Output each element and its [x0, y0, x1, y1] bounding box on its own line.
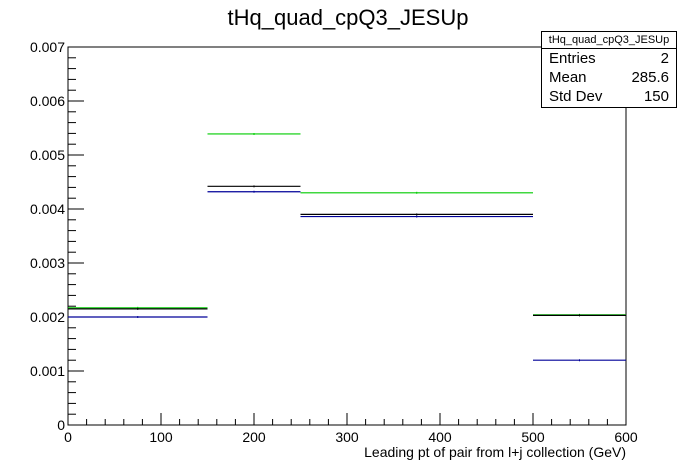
x-axis: 0 100 200 300 400 500 600 — [64, 413, 638, 445]
y-tick-label: 0.003 — [30, 255, 65, 271]
x-tick-label: 100 — [149, 429, 173, 445]
x-tick-label: 600 — [614, 429, 638, 445]
y-tick-label: 0.001 — [30, 363, 65, 379]
x-tick-label: 300 — [335, 429, 359, 445]
stats-label: Std Dev — [549, 88, 603, 105]
x-axis-label: Leading pt of pair from l+j collection (… — [364, 444, 626, 460]
y-tick-label: 0.002 — [30, 309, 65, 325]
stats-label: Mean — [549, 69, 587, 86]
stats-title: tHq_quad_cpQ3_JESUp — [542, 32, 676, 49]
stats-row-entries: Entries 2 — [542, 49, 676, 68]
series-1 — [68, 185, 626, 317]
chart-title: tHq_quad_cpQ3_JESUp — [228, 5, 469, 30]
y-tick-label: 0 — [57, 417, 65, 433]
stats-row-mean: Mean 285.6 — [542, 68, 676, 87]
series-2 — [68, 190, 626, 362]
x-tick-label: 500 — [521, 429, 545, 445]
y-tick-label: 0.005 — [30, 147, 65, 163]
histogram-series — [68, 132, 626, 362]
stats-value: 2 — [660, 50, 669, 67]
stats-box: tHq_quad_cpQ3_JESUp Entries 2 Mean 285.6… — [541, 31, 677, 108]
stats-row-stddev: Std Dev 150 — [542, 87, 676, 106]
stats-value: 285.6 — [631, 69, 669, 86]
y-tick-label: 0.007 — [30, 39, 65, 55]
y-tick-label: 0.004 — [30, 201, 65, 217]
series-0 — [68, 132, 626, 316]
stats-label: Entries — [549, 50, 596, 67]
x-tick-label: 0 — [64, 429, 72, 445]
y-axis: 0 0.001 0.002 0.003 0.004 0.005 0.006 0.007 — [30, 39, 84, 433]
x-tick-label: 200 — [242, 429, 266, 445]
y-tick-label: 0.006 — [30, 93, 65, 109]
x-tick-label: 400 — [428, 429, 452, 445]
stats-value: 150 — [643, 88, 669, 105]
